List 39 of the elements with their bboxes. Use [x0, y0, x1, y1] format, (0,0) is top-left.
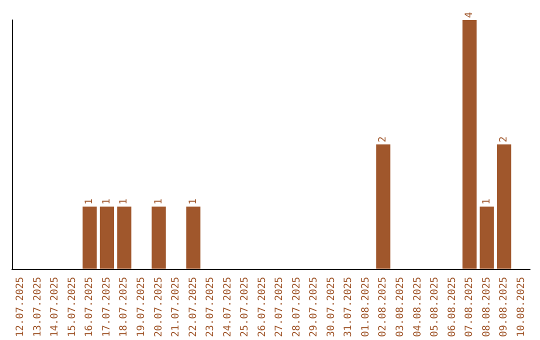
x-tick-label: 26.07.2025	[256, 276, 268, 338]
x-tick-label: 17.07.2025	[101, 276, 112, 338]
x-tick-label: 24.07.2025	[222, 276, 234, 338]
x-tick-label: 18.07.2025	[118, 276, 130, 338]
x-tick-label: 30.07.2025	[326, 276, 337, 338]
x-tick-label: 29.07.2025	[308, 276, 320, 338]
x-tick-label: 15.07.2025	[66, 276, 78, 338]
x-tick-label: 10.08.2025	[516, 276, 527, 338]
x-tick-label: 01.08.2025	[360, 276, 372, 338]
x-tick-label: 16.07.2025	[84, 276, 96, 338]
x-tick-label: 13.07.2025	[32, 276, 44, 338]
data-label: 1	[118, 198, 130, 205]
x-tick-label: 07.08.2025	[464, 276, 476, 338]
data-label: 2	[498, 136, 510, 142]
x-tick-label: 04.08.2025	[412, 276, 424, 338]
x-tick-label: 22.07.2025	[188, 276, 199, 338]
data-label: 1	[84, 198, 96, 205]
data-label: 1	[188, 198, 199, 205]
data-label: 4	[464, 12, 476, 18]
x-tick-label: 05.08.2025	[430, 276, 441, 338]
x-tick-label: 02.08.2025	[378, 276, 389, 338]
x-tick-label: 14.07.2025	[50, 276, 61, 338]
x-tick-label: 09.08.2025	[498, 276, 510, 338]
x-tick-label: 19.07.2025	[136, 276, 147, 338]
x-tick-label: 31.07.2025	[343, 276, 354, 338]
x-tick-label: 20.07.2025	[153, 276, 164, 338]
data-label: 1	[481, 198, 492, 205]
x-tick-label: 12.07.2025	[15, 276, 26, 338]
x-tick-label: 27.07.2025	[274, 276, 286, 338]
data-label: 1	[153, 198, 164, 205]
x-tick-label: 06.08.2025	[446, 276, 458, 338]
x-tick-label: 21.07.2025	[170, 276, 182, 338]
x-tick-label: 03.08.2025	[395, 276, 406, 338]
x-tick-label: 25.07.2025	[240, 276, 251, 338]
x-tick-label: 23.07.2025	[205, 276, 216, 338]
x-tick-label: 08.08.2025	[481, 276, 492, 338]
data-label: 1	[101, 198, 112, 205]
data-label: 2	[378, 136, 389, 142]
x-tick-label: 28.07.2025	[291, 276, 302, 338]
